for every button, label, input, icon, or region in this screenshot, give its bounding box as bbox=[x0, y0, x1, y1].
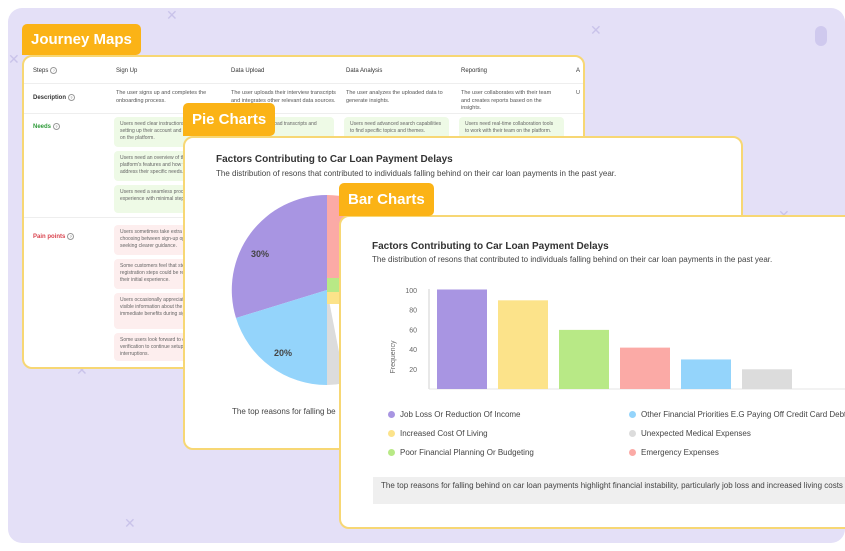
journey-header-row: Steps? Sign Up Data Upload Data Analysis… bbox=[24, 57, 583, 84]
pie-slice-other-priorities bbox=[236, 290, 327, 386]
legend-swatch bbox=[629, 449, 636, 456]
legend-item: Emergency Expenses bbox=[629, 448, 719, 457]
bar-emergency-expenses bbox=[620, 347, 670, 389]
bar-chart-card: Factors Contributing to Car Loan Payment… bbox=[339, 215, 845, 529]
bar-job-loss-or-reduction-of-income bbox=[437, 289, 487, 389]
decor-x-icon: ✕ bbox=[590, 23, 602, 39]
bar-other-financial-priorities-e-g-paying-off-credit-card-debt bbox=[681, 359, 731, 389]
legend-label: Increased Cost Of Living bbox=[400, 429, 488, 438]
y-tick-label: 40 bbox=[409, 347, 417, 354]
legend-swatch bbox=[629, 430, 636, 437]
pie-chart-title: Factors Contributing to Car Loan Payment… bbox=[216, 154, 453, 165]
legend-swatch bbox=[629, 411, 636, 418]
legend-label: Job Loss Or Reduction Of Income bbox=[400, 410, 521, 419]
header-data-upload: Data Upload bbox=[231, 68, 265, 74]
legend-item: Unexpected Medical Expenses bbox=[629, 429, 751, 438]
decor-x-icon: ✕ bbox=[76, 363, 88, 379]
legend-swatch bbox=[388, 449, 395, 456]
description-label: Description? bbox=[33, 94, 76, 102]
pie-slice-cost-of-living bbox=[327, 292, 342, 304]
pie-chart-footer: The top reasons for falling be bbox=[232, 407, 336, 416]
bar-chart-subtitle: The distribution of resons that contribu… bbox=[372, 255, 773, 264]
legend-item: Poor Financial Planning Or Budgeting bbox=[388, 448, 534, 457]
info-icon: ? bbox=[68, 94, 76, 101]
description-cell: The user signs up and completes the onbo… bbox=[116, 90, 207, 104]
legend-label: Other Financial Priorities E.G Paying Of… bbox=[641, 410, 845, 419]
pie-label-30: 30% bbox=[251, 249, 270, 259]
description-cell: The user analyzes the uploaded data to g… bbox=[346, 90, 443, 104]
decor-blob bbox=[815, 26, 827, 46]
y-tick-label: 100 bbox=[405, 288, 417, 295]
bar-increased-cost-of-living bbox=[498, 300, 548, 389]
journey-maps-tag: Journey Maps bbox=[22, 24, 141, 55]
info-icon: ? bbox=[67, 233, 75, 240]
header-sign-up: Sign Up bbox=[116, 68, 138, 74]
legend-item: Increased Cost Of Living bbox=[388, 429, 488, 438]
y-tick-label: 20 bbox=[409, 367, 417, 374]
pie-label-20: 20% bbox=[274, 348, 293, 358]
header-truncated: A bbox=[576, 68, 581, 74]
bar-chart-title: Factors Contributing to Car Loan Payment… bbox=[372, 241, 609, 252]
y-axis-label: Frequency bbox=[390, 340, 397, 374]
chart-summary: The top reasons for falling behind on ca… bbox=[373, 477, 845, 504]
legend-swatch bbox=[388, 411, 395, 418]
legend-label: Unexpected Medical Expenses bbox=[641, 429, 751, 438]
legend-item: Job Loss Or Reduction Of Income bbox=[388, 410, 521, 419]
pie-slice-poor-planning bbox=[327, 278, 342, 292]
pie-chart-subtitle: The distribution of resons that contribu… bbox=[216, 169, 617, 178]
decor-x-icon: ✕ bbox=[8, 52, 20, 68]
header-data-analysis: Data Analysis bbox=[346, 68, 383, 74]
pain-points-label: Pain points? bbox=[33, 233, 75, 241]
bar-chart-svg: Frequency 100 80 60 40 20 bbox=[390, 288, 845, 390]
info-icon: ? bbox=[50, 67, 58, 74]
bar-charts-tag: Bar Charts bbox=[339, 183, 434, 216]
y-tick-label: 80 bbox=[409, 308, 417, 315]
description-cell: The user collaborates with their team an… bbox=[461, 90, 552, 112]
header-steps: Steps? bbox=[33, 67, 58, 75]
description-cell: The user uploads their interview transcr… bbox=[231, 90, 336, 104]
decor-x-icon: ✕ bbox=[166, 8, 178, 24]
info-icon: ? bbox=[53, 123, 61, 130]
description-row: Description? The user signs up and compl… bbox=[24, 83, 583, 114]
legend-item: Other Financial Priorities E.G Paying Of… bbox=[629, 410, 845, 419]
legend-swatch bbox=[388, 430, 395, 437]
pie-slice-job-loss bbox=[231, 194, 327, 318]
description-cell: U bbox=[576, 90, 580, 96]
legend-label: Poor Financial Planning Or Budgeting bbox=[400, 448, 534, 457]
needs-label: Needs? bbox=[33, 123, 61, 131]
header-reporting: Reporting bbox=[461, 68, 488, 74]
legend-label: Emergency Expenses bbox=[641, 448, 719, 457]
pie-charts-tag: Pie Charts bbox=[183, 103, 276, 136]
decor-x-icon: ✕ bbox=[124, 516, 136, 532]
bar-unexpected-medical-expenses bbox=[742, 369, 792, 389]
y-tick-label: 60 bbox=[409, 327, 417, 334]
bar-poor-financial-planning-or-budgeting bbox=[559, 329, 609, 389]
